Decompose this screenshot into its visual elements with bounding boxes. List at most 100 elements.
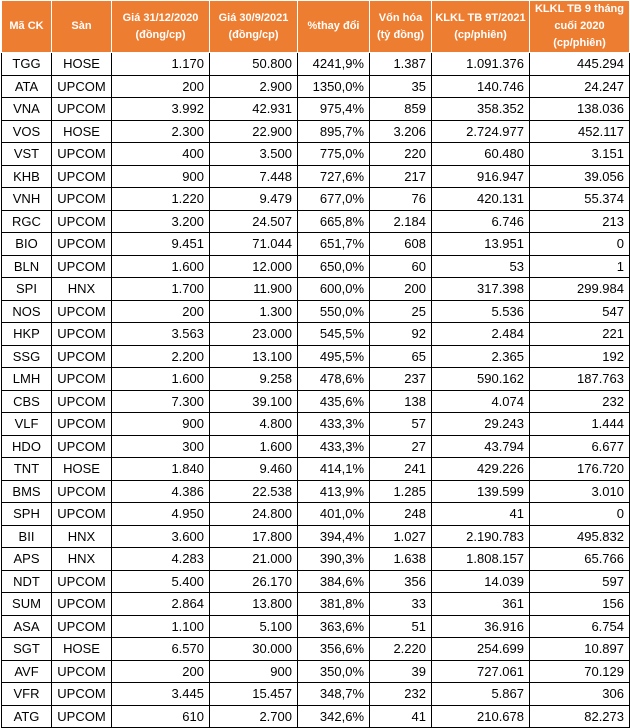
cell-price-2021: 9.479	[209, 187, 298, 211]
table-row: VST UPCOM 400 3.500 775,0% 220 60.480 3.151	[1, 142, 630, 166]
cell-ticker: NOS	[1, 299, 52, 323]
cell-exchange: UPCOM	[51, 412, 112, 436]
cell-price-2020: 2.864	[111, 592, 210, 616]
cell-change: 4241,9%	[297, 52, 370, 76]
cell-volume-2020: 3.010	[529, 479, 630, 503]
cell-change: 1350,0%	[297, 74, 370, 98]
cell-volume-2020: 192	[529, 344, 630, 368]
cell-market-cap: 241	[369, 457, 432, 481]
cell-price-2021: 22.900	[209, 119, 298, 143]
cell-price-2021: 71.044	[209, 232, 298, 256]
table-row: NDT UPCOM 5.400 26.170 384,6% 356 14.039 597	[1, 569, 630, 593]
cell-volume-2021: 2.365	[431, 344, 530, 368]
cell-price-2020: 2.300	[111, 119, 210, 143]
cell-exchange: UPCOM	[51, 344, 112, 368]
cell-exchange: HNX	[51, 277, 112, 301]
table-row: AVF UPCOM 200 900 350,0% 39 727.061 70.129	[1, 659, 630, 683]
cell-price-2020: 1.220	[111, 187, 210, 211]
cell-market-cap: 138	[369, 389, 432, 413]
cell-ticker: ATA	[1, 74, 52, 98]
header-unit: (cp/phiên)	[553, 37, 606, 49]
cell-price-2020: 3.563	[111, 322, 210, 346]
cell-exchange: UPCOM	[51, 299, 112, 323]
cell-volume-2021: 139.599	[431, 479, 530, 503]
header-row: Mã CK Sàn Giá 31/12/2020 (đồng/cp) Giá 30…	[1, 0, 630, 53]
header-ticker: Mã CK	[1, 0, 52, 53]
cell-ticker: HDO	[1, 434, 52, 458]
cell-price-2021: 26.170	[209, 569, 298, 593]
cell-market-cap: 92	[369, 322, 432, 346]
header-line: Mã CK	[9, 20, 44, 32]
cell-price-2021: 1.300	[209, 299, 298, 323]
cell-volume-2021: 420.131	[431, 187, 530, 211]
cell-volume-2020: 597	[529, 569, 630, 593]
table-row: LMH UPCOM 1.600 9.258 478,6% 237 590.162 187.76…	[1, 367, 630, 391]
cell-price-2020: 6.570	[111, 637, 210, 661]
cell-volume-2020: 176.720	[529, 457, 630, 481]
cell-market-cap: 76	[369, 187, 432, 211]
cell-change: 545,5%	[297, 322, 370, 346]
table-row: VOS HOSE 2.300 22.900 895,7% 3.206 2.724.977 45…	[1, 119, 630, 143]
cell-volume-2021: 6.746	[431, 209, 530, 233]
cell-ticker: SPI	[1, 277, 52, 301]
cell-price-2020: 900	[111, 164, 210, 188]
cell-change: 414,1%	[297, 457, 370, 481]
cell-volume-2021: 14.039	[431, 569, 530, 593]
cell-market-cap: 41	[369, 704, 432, 728]
cell-change: 390,3%	[297, 547, 370, 571]
cell-change: 600,0%	[297, 277, 370, 301]
cell-ticker: ATG	[1, 704, 52, 728]
cell-volume-2021: 4.074	[431, 389, 530, 413]
cell-change: 363,6%	[297, 614, 370, 638]
cell-price-2021: 4.800	[209, 412, 298, 436]
table-row: TNT HOSE 1.840 9.460 414,1% 241 429.226 176.720	[1, 457, 630, 481]
cell-volume-2020: 232	[529, 389, 630, 413]
cell-exchange: UPCOM	[51, 614, 112, 638]
cell-market-cap: 33	[369, 592, 432, 616]
cell-price-2021: 13.100	[209, 344, 298, 368]
cell-volume-2020: 3.151	[529, 142, 630, 166]
header-line: KLKL TB 9 tháng	[534, 3, 624, 15]
table-body: TGG HOSE 1.170 50.800 4241,9% 1.387 1.091.376 4…	[1, 52, 630, 728]
header-volume-2021: KLKL TB 9T/2021 (cp/phiên)	[431, 0, 530, 53]
cell-price-2020: 1.600	[111, 254, 210, 278]
cell-exchange: UPCOM	[51, 232, 112, 256]
table-row: SGT HOSE 6.570 30.000 356,6% 2.220 254.699 10.8…	[1, 637, 630, 661]
header-volume-2020: KLKL TB 9 tháng cuối 2020 (cp/phiên)	[529, 0, 630, 53]
cell-price-2020: 3.200	[111, 209, 210, 233]
cell-price-2021: 11.900	[209, 277, 298, 301]
cell-change: 495,5%	[297, 344, 370, 368]
cell-price-2020: 1.600	[111, 367, 210, 391]
cell-price-2021: 21.000	[209, 547, 298, 571]
table-row: HDO UPCOM 300 1.600 433,3% 27 43.794 6.677	[1, 434, 630, 458]
cell-change: 342,6%	[297, 704, 370, 728]
cell-volume-2020: 0	[529, 502, 630, 526]
cell-volume-2021: 41	[431, 502, 530, 526]
header-line: Giá 30/9/2021	[218, 11, 289, 24]
cell-exchange: HOSE	[51, 52, 112, 76]
cell-change: 677,0%	[297, 187, 370, 211]
cell-price-2021: 2.700	[209, 704, 298, 728]
cell-price-2021: 24.800	[209, 502, 298, 526]
cell-volume-2021: 429.226	[431, 457, 530, 481]
cell-ticker: APS	[1, 547, 52, 571]
cell-change: 550,0%	[297, 299, 370, 323]
cell-volume-2020: 55.374	[529, 187, 630, 211]
cell-change: 381,8%	[297, 592, 370, 616]
cell-market-cap: 65	[369, 344, 432, 368]
cell-volume-2020: 138.036	[529, 97, 630, 121]
cell-exchange: HOSE	[51, 637, 112, 661]
table-row: ASA UPCOM 1.100 5.100 363,6% 51 36.916 6.754	[1, 614, 630, 638]
cell-change: 350,0%	[297, 659, 370, 683]
cell-ticker: BMS	[1, 479, 52, 503]
cell-price-2020: 1.840	[111, 457, 210, 481]
cell-change: 433,3%	[297, 412, 370, 436]
cell-price-2020: 4.950	[111, 502, 210, 526]
cell-volume-2020: 452.117	[529, 119, 630, 143]
cell-market-cap: 2.220	[369, 637, 432, 661]
table-row: HKP UPCOM 3.563 23.000 545,5% 92 2.484 221	[1, 322, 630, 346]
cell-change: 775,0%	[297, 142, 370, 166]
table-row: SPI HNX 1.700 11.900 600,0% 200 317.398 299.984	[1, 277, 630, 301]
cell-change: 356,6%	[297, 637, 370, 661]
cell-ticker: SPH	[1, 502, 52, 526]
